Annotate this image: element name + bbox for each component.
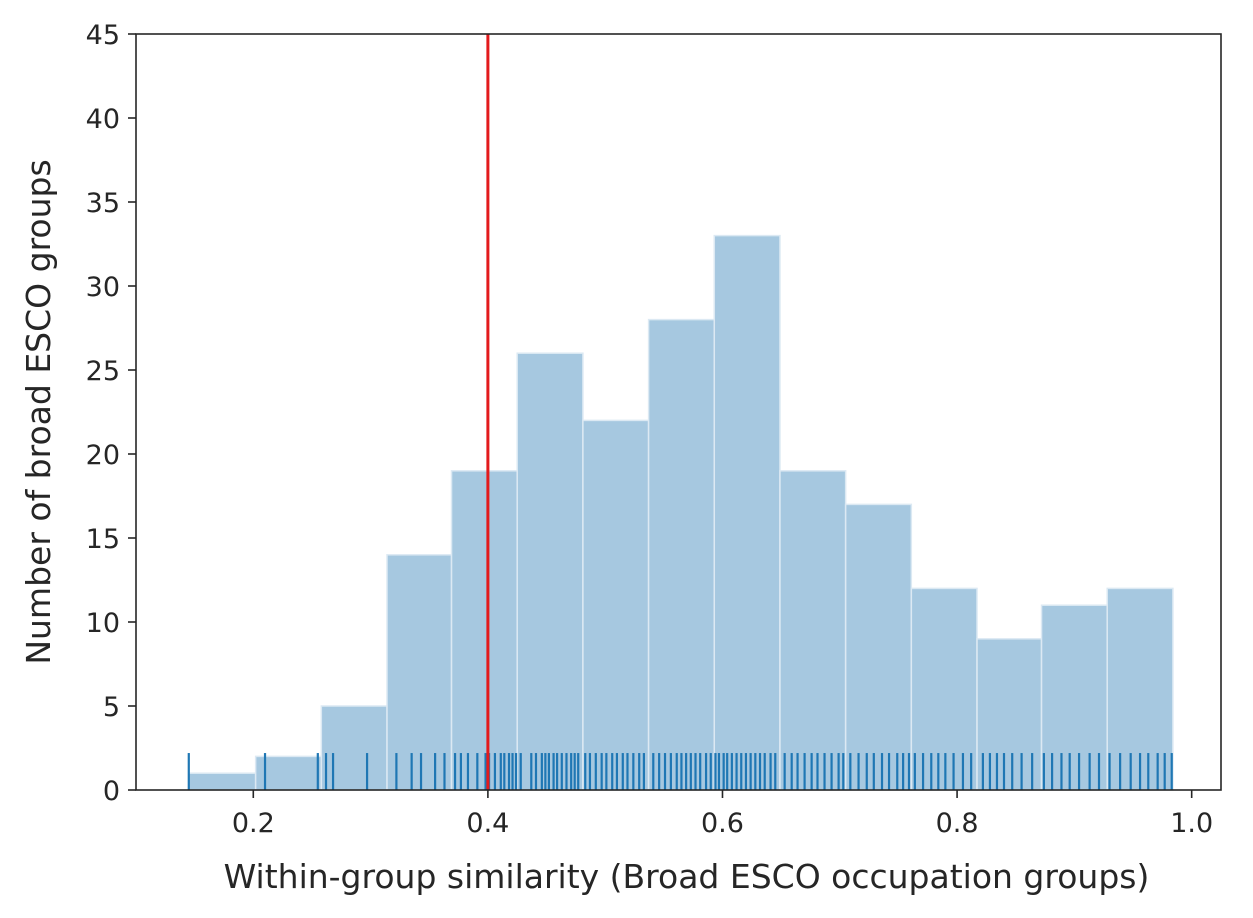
y-tick-label-2: 5 — [103, 692, 120, 723]
x-tick-label-5: 1.0 — [1170, 808, 1213, 839]
histogram-bar-7 — [582, 419, 650, 791]
histogram-bar-12 — [910, 587, 978, 791]
histogram-bar-5 — [450, 470, 518, 791]
y-axis-label: Number of broad ESCO groups — [19, 159, 58, 664]
y-tick-label-1: 0 — [103, 776, 120, 807]
y-tick-label-5: 20 — [86, 440, 120, 471]
x-axis-label: Within-group similarity (Broad ESCO occu… — [224, 857, 1150, 896]
x-tick-label-1: 0.2 — [232, 808, 275, 839]
rug-marks — [187, 753, 1173, 790]
y-tick-label-8: 35 — [86, 188, 120, 219]
y-tick-label-7: 30 — [86, 272, 120, 303]
histogram-bar-3 — [320, 705, 388, 791]
histogram-bar-11 — [844, 503, 913, 791]
y-tick-label-4: 15 — [86, 524, 120, 555]
histogram-bars — [188, 234, 1174, 791]
histogram-bar-13 — [976, 638, 1043, 791]
x-tick-label-3: 0.6 — [701, 808, 744, 839]
y-tick-label-3: 10 — [86, 608, 120, 639]
histogram-bar-8 — [647, 318, 716, 791]
x-tick-label-4: 0.8 — [936, 808, 979, 839]
x-axis-ticks: 0.2 0.4 0.6 0.8 1.0 — [232, 790, 1213, 839]
histogram-bar-2 — [254, 755, 323, 791]
x-tick-label-2: 0.4 — [466, 808, 509, 839]
histogram-bar-4 — [386, 554, 453, 791]
y-tick-label-9: 40 — [86, 104, 120, 135]
histogram-bar-9 — [713, 234, 781, 791]
histogram-bar-6 — [516, 352, 584, 791]
y-tick-label-6: 25 — [86, 356, 120, 387]
plot-frame — [135, 33, 1222, 791]
y-axis-ticks: 0 5 10 15 20 25 30 35 40 45 — [86, 20, 136, 807]
y-tick-label-10: 45 — [86, 20, 120, 51]
histogram-bar-10 — [779, 470, 847, 791]
histogram-bar-1 — [188, 772, 257, 791]
